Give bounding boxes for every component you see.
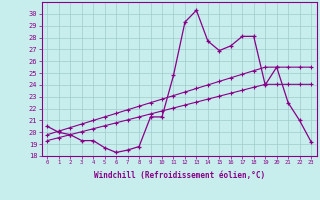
X-axis label: Windchill (Refroidissement éolien,°C): Windchill (Refroidissement éolien,°C) [94,171,265,180]
